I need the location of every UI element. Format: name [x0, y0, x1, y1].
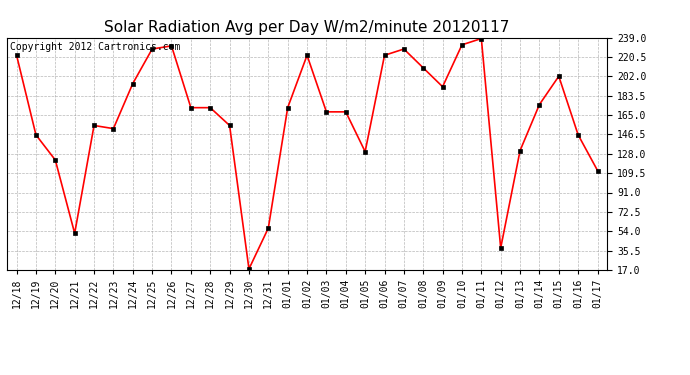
Text: Copyright 2012 Cartronics.com: Copyright 2012 Cartronics.com [10, 42, 180, 52]
Title: Solar Radiation Avg per Day W/m2/minute 20120117: Solar Radiation Avg per Day W/m2/minute … [104, 20, 510, 35]
